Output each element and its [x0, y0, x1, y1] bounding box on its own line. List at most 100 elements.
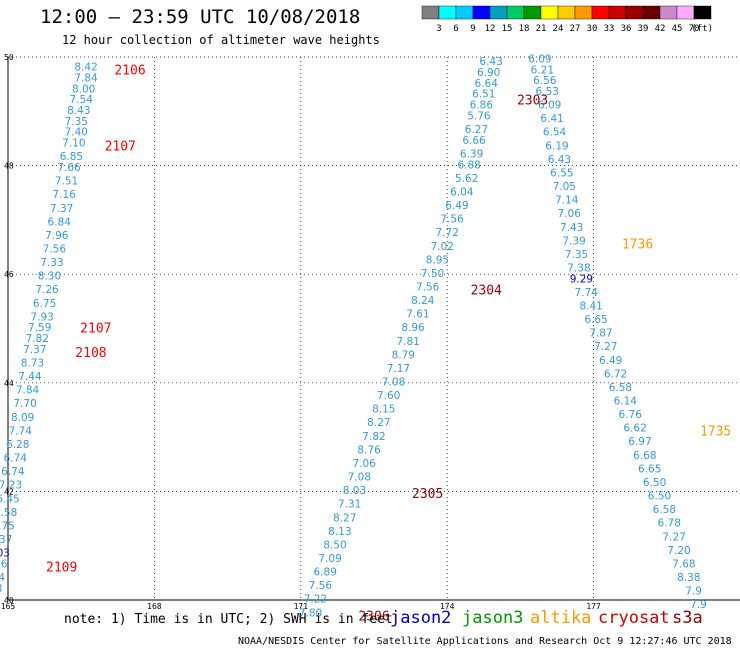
y-tick-label: 48: [4, 162, 14, 171]
swh-value: 6.76: [619, 409, 643, 421]
swh-value: 7.56: [43, 243, 67, 255]
y-tick-label: 42: [4, 487, 14, 496]
credit-line: NOAA/NESDIS Center for Satellite Applica…: [238, 636, 732, 647]
swh-value: 7.38: [567, 262, 590, 274]
swh-value: 6.41: [540, 113, 563, 125]
scale-swatch: [489, 5, 508, 20]
swh-value: 6.74: [1, 466, 25, 478]
scale-tick-label: 15: [502, 24, 513, 34]
x-tick-label: 177: [586, 602, 601, 611]
scale-swatch: [540, 5, 559, 20]
swh-value: 7.56: [440, 214, 464, 226]
swh-value: 6.64: [475, 78, 499, 90]
swh-value: 7.40: [65, 127, 88, 139]
legend-altika: altika: [530, 608, 592, 628]
scale-swatch: [421, 5, 440, 20]
y-tick-label: 40: [4, 596, 14, 605]
swh-value: 6.49: [599, 355, 622, 367]
swh-value: 6.50: [648, 491, 671, 503]
swh-value: 7.87: [589, 328, 612, 340]
swh-value: 7.27: [662, 531, 685, 543]
pass-time-label: 2107: [80, 322, 111, 337]
swh-value: 8.96: [401, 322, 425, 334]
scale-swatch: [676, 5, 695, 20]
swh-value: 7.16: [52, 189, 76, 201]
pass-time-label: 1736: [622, 237, 653, 252]
scale-tick-label: 33: [604, 24, 615, 34]
scale-swatch: [557, 5, 576, 20]
swh-value: 6.75: [33, 298, 56, 310]
swh-value: 7.74: [9, 425, 33, 437]
swh-value: 7.02: [431, 241, 454, 253]
swh-value: 6.89: [314, 567, 337, 579]
swh-value: 7.37: [23, 344, 46, 356]
swh-value: 7.44: [18, 371, 42, 383]
swh-value: 8.27: [333, 512, 356, 524]
swh-value: 6.28: [6, 439, 29, 451]
swh-value: 8.30: [38, 271, 61, 283]
grid: [7, 56, 740, 601]
scale-swatch: [642, 5, 661, 20]
swh-value: 7.17: [387, 363, 410, 375]
scale-tick-label: 45: [672, 24, 683, 34]
swh-value: 6.88: [457, 159, 480, 171]
data-points: 8.427.848.007.548.437.357.407.106.857.66…: [0, 53, 707, 619]
swh-value: 6.56: [533, 75, 557, 87]
time-labels: 2106 2107 2107 2108 2109 2303 2304 2305 2306 1736…: [46, 64, 731, 625]
swh-value: 6.58: [609, 382, 632, 394]
x-tick-label: 171: [294, 602, 309, 611]
scale-swatch: [591, 5, 610, 20]
swh-value: 7.56: [309, 580, 333, 592]
swh-value: 7.9: [685, 586, 702, 598]
scale-swatch: [625, 5, 644, 20]
swh-value: 8.53: [0, 583, 3, 595]
pass-time-label: 2106: [114, 64, 145, 79]
x-tick-label: 168: [147, 602, 162, 611]
chart-title: 12:00 — 23:59 UTC 10/08/2018: [40, 6, 361, 28]
swh-value: 6.72: [604, 368, 627, 380]
scale-swatch: [659, 5, 678, 20]
swh-value: 5.62: [455, 173, 478, 185]
swh-value: 6.21: [531, 64, 554, 76]
swh-value: 7.31: [338, 499, 361, 511]
swh-value: 7.23: [0, 480, 22, 492]
swh-value: 6.65: [584, 314, 607, 326]
scale-tick-label: 21: [536, 24, 547, 34]
swh-value: 6.19: [545, 140, 568, 152]
swh-value: 8.03: [343, 485, 366, 497]
scale-tick-label: 6: [453, 24, 458, 34]
swh-value: 7.58: [0, 507, 17, 519]
swh-value: 6.09: [538, 100, 561, 112]
swh-value: 7.27: [594, 341, 617, 353]
swh-value: 8.73: [21, 358, 44, 370]
swh-value: 6.27: [465, 124, 488, 136]
scale-unit: (ft): [691, 24, 713, 34]
x-tick-label: 165: [1, 602, 16, 611]
swh-value: 7.72: [436, 227, 459, 239]
legend-jason2: jason2: [390, 608, 452, 628]
axes: 40 42 44 46 48 50 165 168 171 174 177: [1, 53, 740, 611]
scale-swatch: [574, 5, 593, 20]
swh-value: 7.82: [362, 431, 385, 443]
swh-value: 6.58: [653, 504, 676, 516]
swh-value: 6.49: [445, 200, 468, 212]
swh-value: 7.39: [562, 235, 585, 247]
swh-value: 9.29: [570, 273, 593, 285]
swh-value: 6.66: [462, 135, 486, 147]
swh-value: 6.68: [633, 450, 656, 462]
scale-tick-label: 3: [436, 24, 441, 34]
swh-value: 6.85: [60, 151, 83, 163]
swh-value: 7.84: [74, 72, 98, 84]
swh-value: 8.38: [677, 572, 700, 584]
swh-value: 7.84: [16, 385, 40, 397]
scale-tick-label: 39: [638, 24, 649, 34]
scale-swatch: [506, 5, 525, 20]
swh-value: 8.24: [411, 295, 435, 307]
swh-value: 7.51: [55, 176, 78, 188]
swh-value: 7.68: [672, 558, 695, 570]
pass-time-label: 2305: [412, 487, 443, 502]
swh-value: 7.37: [0, 534, 12, 546]
scale-tick-label: 30: [587, 24, 598, 34]
swh-value: 8.15: [372, 404, 395, 416]
